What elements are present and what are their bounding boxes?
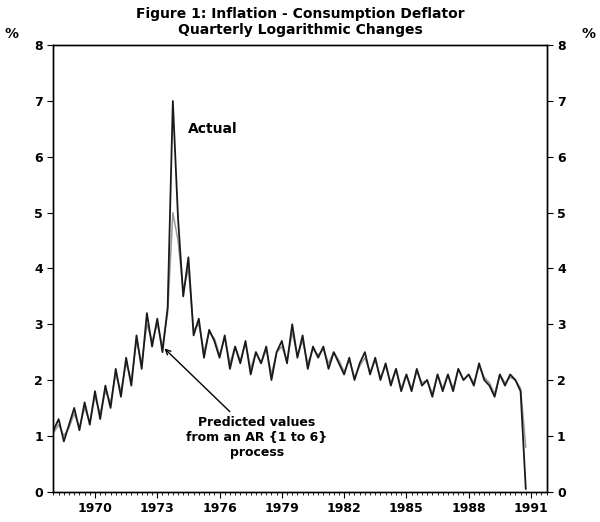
Title: Figure 1: Inflation - Consumption Deflator
Quarterly Logarithmic Changes: Figure 1: Inflation - Consumption Deflat… (136, 7, 464, 37)
Text: %: % (581, 27, 595, 41)
Text: %: % (5, 27, 19, 41)
Text: Predicted values
from an AR {1 to 6}
process: Predicted values from an AR {1 to 6} pro… (166, 350, 328, 459)
Text: Actual: Actual (188, 122, 238, 136)
